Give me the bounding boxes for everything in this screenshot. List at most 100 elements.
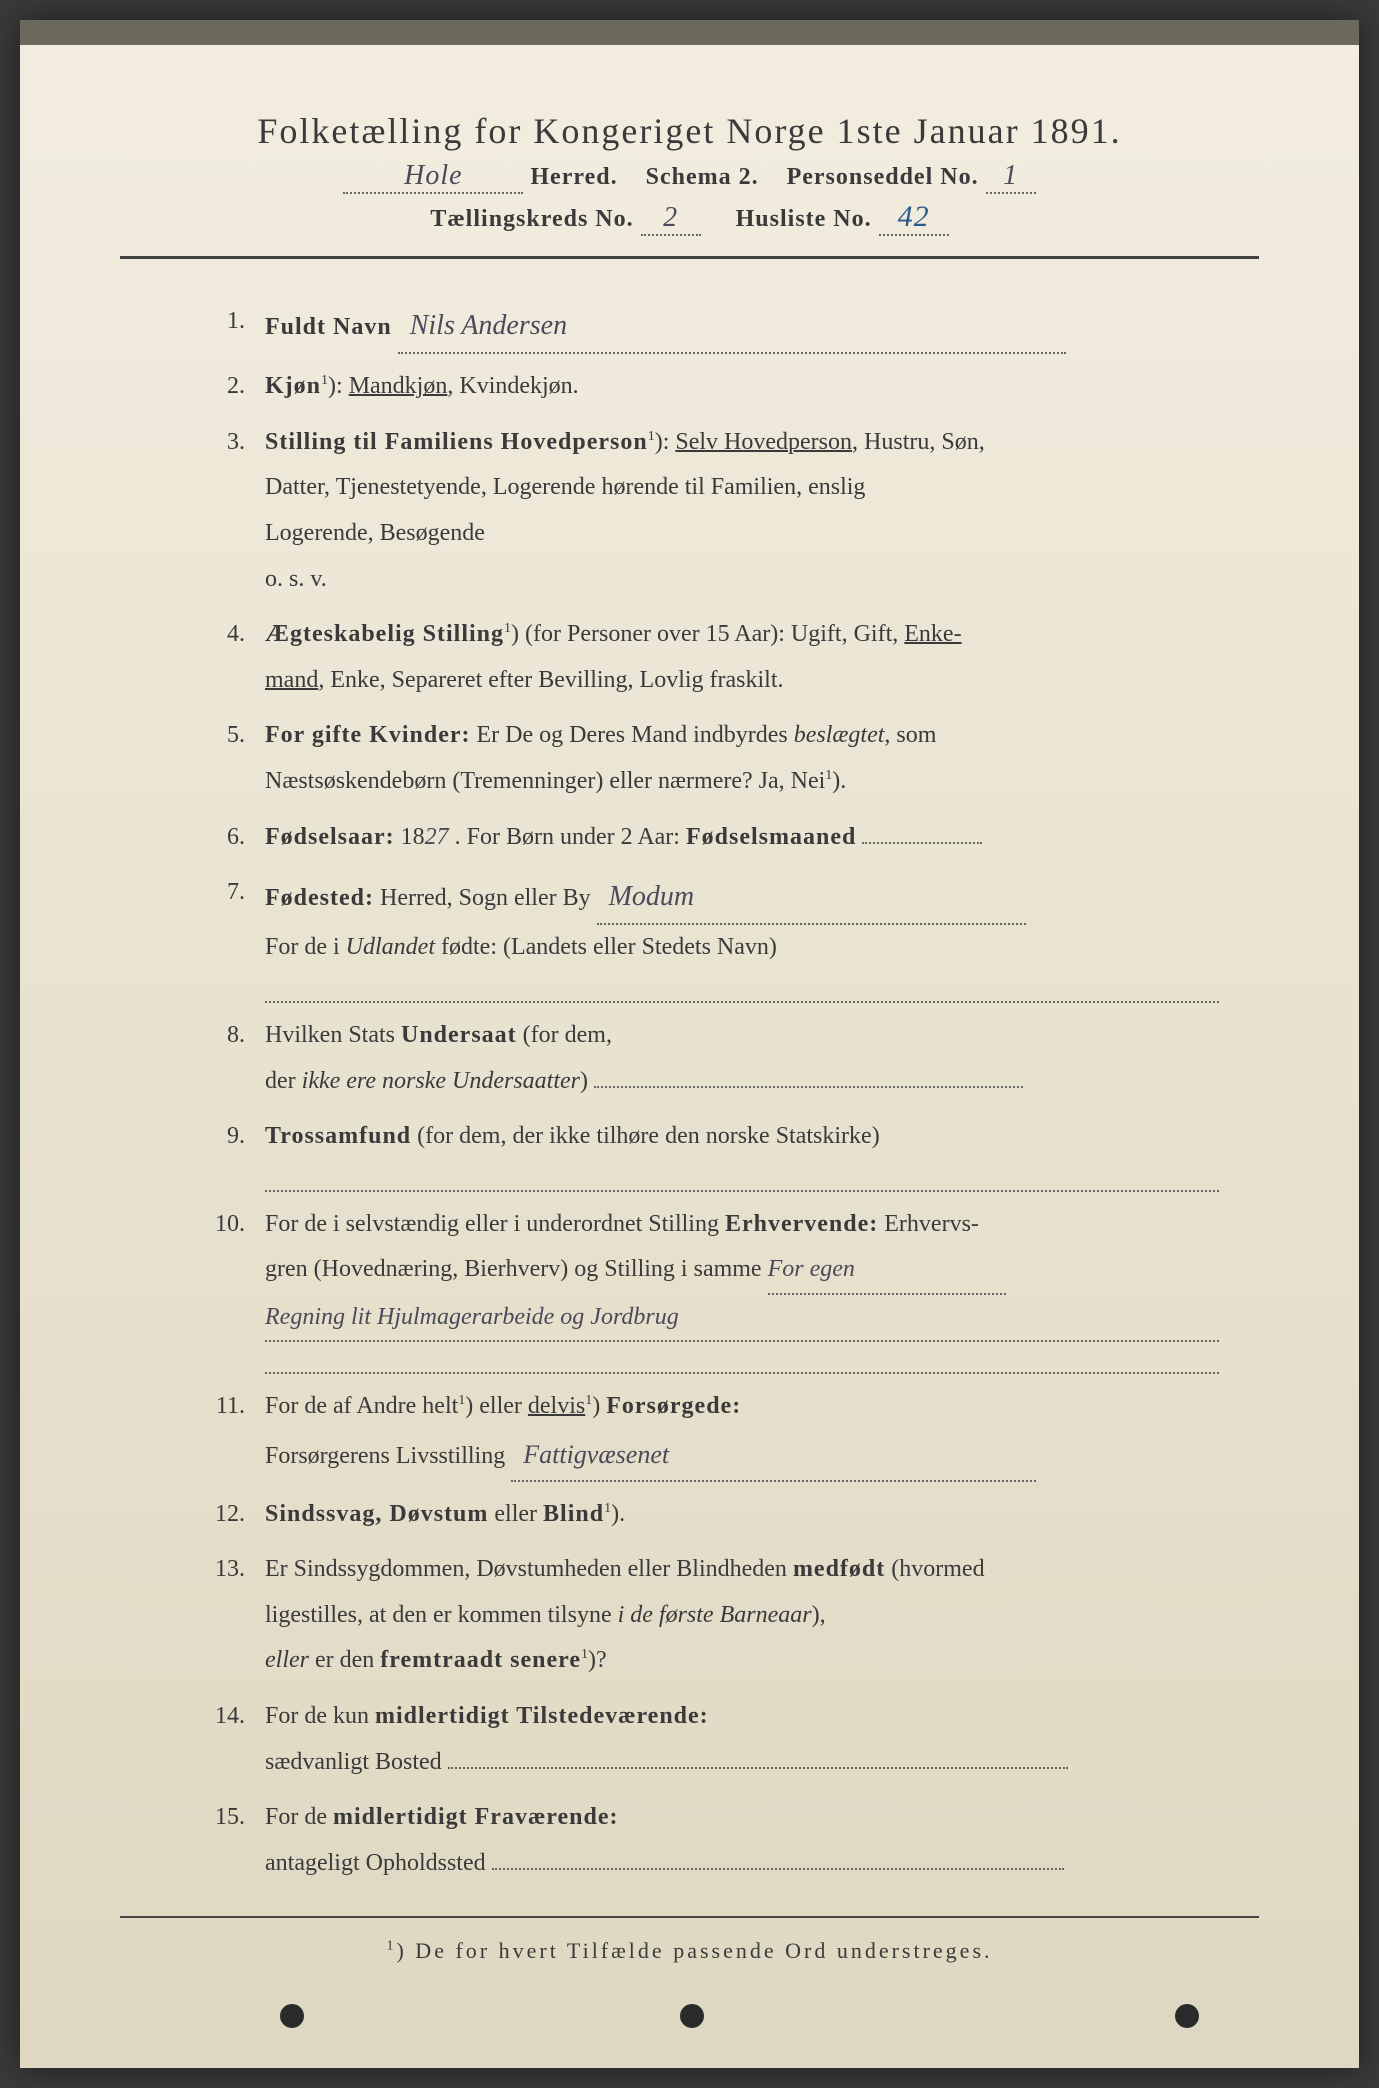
text3: ), [812,1602,826,1628]
line2a: For de i [265,934,346,960]
item-content: Ægteskabelig Stilling1) (for Personer ov… [265,612,1219,703]
text3: ) [580,1068,588,1094]
fravaerende-label: midlertidigt Fraværende: [333,1804,619,1830]
text3: ) [592,1393,606,1419]
personseddel-label: Personseddel No. [787,164,979,190]
taellingskreds-label: Tællingskreds No. [430,206,633,232]
mandkjon-option: Mandkjøn [349,373,448,399]
fodested-value: Modum [609,870,695,923]
fodested-label: Fødested: [265,885,374,911]
item-num: 7. [210,870,265,1003]
item-num: 5. [210,713,265,804]
fuldt-navn-value: Nils Andersen [410,299,567,352]
eller: eller [265,1647,309,1673]
text3: ). [832,768,846,794]
tilstedevaerende-label: midlertidigt Tilstedeværende: [375,1703,709,1729]
text2: Erhvervs- [884,1211,979,1237]
item-4: 4. Ægteskabelig Stilling1) (for Personer… [210,612,1219,703]
fodselsaar-label: Fødselsaar: [265,824,395,850]
footnote-sup: 1 [386,1939,396,1954]
item-11: 11. For de af Andre helt1) eller delvis1… [210,1384,1219,1481]
item-num: 3. [210,420,265,602]
item-content: Fuldt Navn Nils Andersen [265,299,1219,354]
text1: eller [494,1501,543,1527]
item-content: For de af Andre helt1) eller delvis1) Fo… [265,1384,1219,1481]
item-5: 5. For gifte Kvinder: Er De og Deres Man… [210,713,1219,804]
item-content: For gifte Kvinder: Er De og Deres Mand i… [265,713,1219,804]
erhverv-field1: For egen [768,1247,1007,1295]
line2: Datter, Tjenestetyende, Logerende hørend… [265,474,865,500]
item-content: Hvilken Stats Undersaat (for dem, der ik… [265,1013,1219,1104]
undersaat-label: Undersaat [401,1022,517,1048]
husliste-field: 42 [879,200,949,236]
forsorgede-label: Forsørgede: [606,1393,741,1419]
item-15: 15. For de midlertidigt Fraværende: anta… [210,1795,1219,1886]
barneaar: i de første Barneaar [618,1602,812,1628]
beslaegtet: beslægtet [794,722,885,748]
aegteskab-label: Ægteskabelig Stilling [265,621,504,647]
schema-label: Schema 2. [646,164,759,190]
text1: For de kun [265,1703,375,1729]
husliste-value: 42 [898,200,930,233]
delvis: delvis [528,1393,585,1419]
item-content: For de midlertidigt Fraværende: antageli… [265,1795,1219,1886]
selv-hovedperson: Selv Hovedperson [675,429,852,455]
blind-label: Blind [543,1501,604,1527]
trossamfund-label: Trossamfund [265,1123,411,1149]
line2b: fødte: (Landets eller Stedets Navn) [441,934,777,960]
line2: sædvanligt Bosted [265,1749,442,1775]
item-num: 8. [210,1013,265,1104]
text2: ). [611,1501,625,1527]
line2: antageligt Opholdssted [265,1850,486,1876]
text1: Er Sindssygdommen, Døvstumheden eller Bl… [265,1556,793,1582]
herred-label: Herred. [530,164,617,190]
text2: (for dem, [523,1022,612,1048]
rest: , Hustru, Søn, [852,429,985,455]
personseddel-field: 1 [986,160,1036,194]
fuldt-navn-field: Nils Andersen [398,299,1066,354]
item-num: 1. [210,299,265,354]
fodselsmaaned-label: Fødselsmaaned [686,824,856,850]
bosted-field [448,1767,1068,1769]
item-num: 4. [210,612,265,703]
udlandet: Udlandet [346,934,435,960]
item-num: 2. [210,364,265,410]
binding-hole [680,2004,704,2028]
item-3: 3. Stilling til Familiens Hovedperson1):… [210,420,1219,602]
item-content: For de i selvstændig eller i underordnet… [265,1202,1219,1375]
line2: gren (Hovednæring, Bierhverv) og Stillin… [265,1256,762,1282]
item-content: Fødested: Herred, Sogn eller By Modum Fo… [265,870,1219,1003]
husliste-label: Husliste No. [736,206,872,232]
taellingskreds-field: 2 [641,202,701,236]
enkemand-part1: Enke- [904,621,961,647]
item-12: 12. Sindssvag, Døvstum eller Blind1). [210,1492,1219,1538]
maaned-field [862,842,982,844]
text1: For de i selvstændig eller i underordnet… [265,1211,725,1237]
line2rest: , Enke, Separeret efter Bevilling, Lovli… [318,667,783,693]
sup: 1 [321,373,328,388]
personseddel-value: 1 [1003,160,1018,192]
item-content: Stilling til Familiens Hovedperson1): Se… [265,420,1219,602]
taellingskreds-value: 2 [663,202,678,234]
footnote-text: ) De for hvert Tilfælde passende Ord und… [396,1938,992,1963]
text: ) (for Personer over 15 Aar): Ugift, Gif… [511,621,904,647]
year-prefix: 18 [395,824,425,850]
kjon-label: Kjøn [265,373,321,399]
form-body: 1. Fuldt Navn Nils Andersen 2. Kjøn1): M… [120,299,1259,1886]
erhverv-value2: Regning lit Hjulmagerarbeide og Jordbrug [265,1295,679,1341]
text1: (for dem, der ikke tilhøre den norske St… [417,1123,880,1149]
undersaat-field [594,1086,1023,1088]
item-content: For de kun midlertidigt Tilstedeværende:… [265,1694,1219,1785]
footnote-divider [120,1916,1259,1918]
item-13: 13. Er Sindssygdommen, Døvstumheden elle… [210,1547,1219,1684]
item-7: 7. Fødested: Herred, Sogn eller By Modum… [210,870,1219,1003]
herred-value: Hole [404,160,462,192]
line2: Næstsøskendebørn (Tremenninger) eller næ… [265,768,825,794]
fuldt-navn-label: Fuldt Navn [265,314,392,340]
erhverv-value1: For egen [768,1247,855,1293]
fremtraadt-label: fremtraadt senere [380,1647,581,1673]
binding-hole [1175,2004,1199,2028]
item-14: 14. For de kun midlertidigt Tilstedevære… [210,1694,1219,1785]
item-num: 13. [210,1547,265,1684]
text1: Er De og Deres Mand indbyrdes [477,722,794,748]
